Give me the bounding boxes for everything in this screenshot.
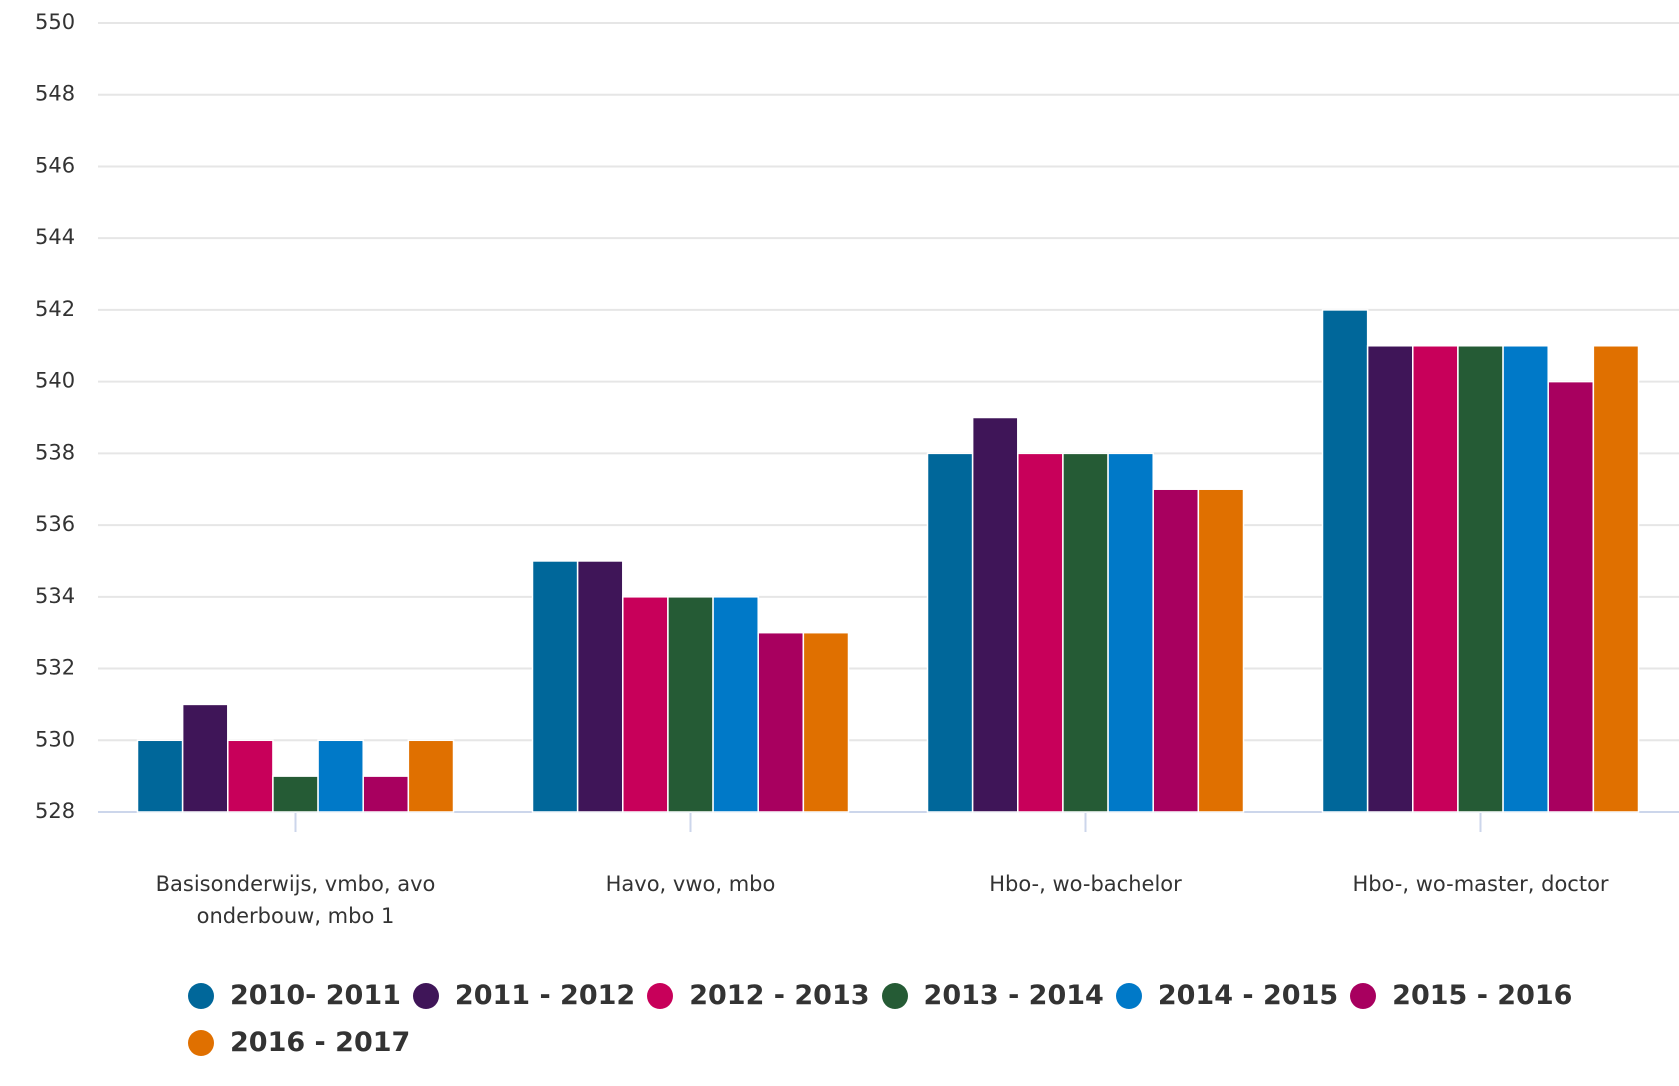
legend-label: 2016 - 2017 [230, 1027, 411, 1058]
y-tick-label: 530 [35, 727, 75, 751]
x-tick-label: Hbo-, wo-bachelor [989, 872, 1182, 896]
x-tick-label: Havo, vwo, mbo [605, 872, 776, 896]
legend-marker [1115, 982, 1142, 1009]
y-tick-label: 542 [35, 297, 75, 321]
x-tick-label: Basisonderwijs, vmbo, avo onderbouw, mbo… [155, 872, 436, 928]
bar [1547, 380, 1595, 813]
legend-marker [1350, 982, 1377, 1009]
bar [622, 596, 669, 813]
legend-item: 2010- 2011 [188, 980, 401, 1011]
bar [272, 775, 319, 813]
bar [712, 596, 759, 813]
legend-item: 2016 - 2017 [188, 1027, 410, 1058]
legend-label: 2013 - 2014 [923, 980, 1104, 1011]
legend-marker [188, 1029, 214, 1056]
bar [757, 631, 805, 813]
bar [407, 739, 455, 813]
bar [317, 739, 364, 813]
legend-label: 2011 - 2012 [454, 980, 636, 1011]
bar [227, 739, 274, 813]
bar [1366, 345, 1414, 813]
bar [1062, 452, 1109, 813]
y-tick-label: 550 [35, 10, 75, 34]
bar [1197, 488, 1245, 813]
bar [1502, 345, 1549, 813]
legend-label: 2014 - 2015 [1157, 980, 1339, 1011]
y-tick-label: 538 [35, 440, 75, 464]
legend-item: 2013 - 2014 [881, 980, 1104, 1011]
y-tick-label: 548 [35, 82, 75, 106]
legend-item: 2011 - 2012 [412, 980, 636, 1011]
bar [181, 703, 229, 813]
bar [136, 739, 184, 813]
bar [1152, 488, 1200, 813]
bar [926, 452, 974, 813]
bar [531, 560, 579, 813]
bar [362, 775, 410, 813]
bar [1592, 345, 1640, 813]
legend-label: 2010- 2011 [230, 980, 401, 1011]
bar [1017, 452, 1064, 813]
bar [576, 560, 624, 813]
y-tick-label: 546 [35, 153, 75, 177]
legend-marker [881, 982, 908, 1009]
legend-item: 2014 - 2015 [1115, 980, 1339, 1011]
x-tick-label: Hbo-, wo-master, doctor [1352, 872, 1609, 896]
bar [1107, 452, 1154, 813]
bar [1412, 345, 1459, 813]
legend-item: 2012 - 2013 [647, 980, 870, 1011]
y-tick-label: 528 [35, 799, 75, 823]
bar [802, 631, 850, 813]
legend: 2010- 2011 2011 - 2012 2012 - 2013 2013 - 2… [188, 980, 1628, 1058]
y-tick-label: 544 [35, 225, 75, 249]
bar [1457, 345, 1504, 813]
bar [667, 596, 714, 813]
legend-label: 2012 - 2013 [689, 980, 870, 1011]
legend-marker [188, 982, 214, 1009]
y-tick-label: 540 [35, 369, 75, 393]
legend-marker [647, 982, 674, 1009]
bar [1321, 309, 1369, 813]
legend-label: 2015 - 2016 [1392, 980, 1573, 1011]
y-tick-label: 532 [35, 656, 75, 680]
legend-marker [412, 982, 439, 1009]
legend-item: 2015 - 2016 [1350, 980, 1572, 1011]
bar [971, 416, 1019, 813]
y-tick-label: 536 [35, 512, 75, 536]
y-tick-label: 534 [35, 584, 75, 608]
